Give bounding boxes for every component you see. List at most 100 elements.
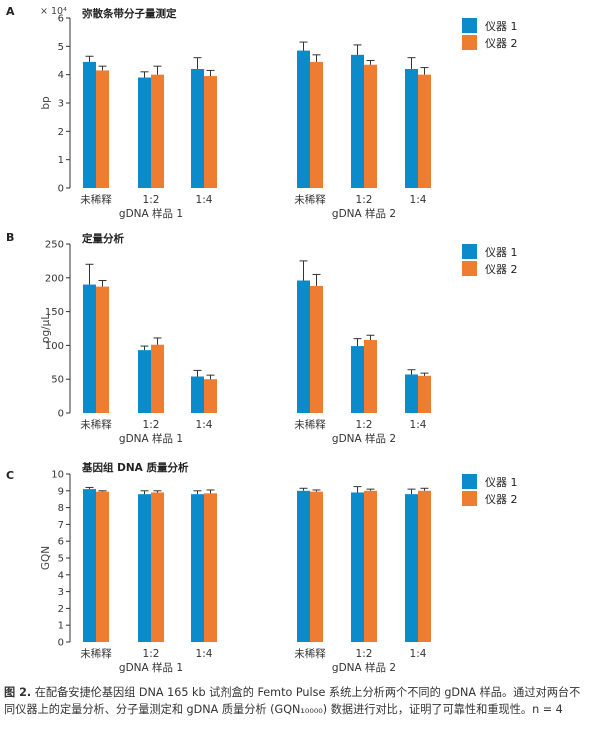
y-tick-label: 0	[58, 184, 64, 195]
chart-title: 定量分析	[81, 232, 124, 245]
legend-swatch-2	[462, 491, 477, 506]
x-tick-label: 1:2	[356, 419, 373, 431]
bar-1	[297, 280, 310, 413]
y-tick-label: 4	[58, 70, 64, 81]
caption-figure-label: 图 2.	[4, 686, 32, 699]
x-tick-label: 未稀释	[294, 418, 326, 431]
bar-2	[310, 285, 323, 413]
bar-1	[297, 490, 310, 642]
y-tick-label: 3	[58, 99, 64, 110]
legend-swatch-1	[462, 18, 477, 33]
group-label: gDNA 样品 2	[332, 207, 396, 220]
y-tick-label: 100	[45, 341, 64, 352]
bar-2	[204, 76, 217, 188]
figure-panels: A 弥散条带分子量测定 × 10⁴ 0 1 2 3 4 5 6 bp 未稀释 1:2 1:4 未稀释 1:2 1…	[6, 5, 518, 674]
caption-text: 在配备安捷伦基因组 DNA 165 kb 试剂盒的 Femto Pulse 系统…	[4, 686, 581, 716]
legend-swatch-1	[462, 474, 477, 489]
y-tick-label: 200	[45, 273, 64, 284]
bar-2	[364, 490, 377, 642]
bar-1	[83, 284, 96, 413]
x-tick-label: 1:2	[143, 194, 160, 206]
y-axis-label: bp	[40, 96, 52, 110]
y-tick-label: 3	[58, 587, 64, 598]
group-label: gDNA 样品 2	[332, 661, 396, 674]
y-tick-label: 5	[58, 554, 64, 565]
bar-1	[191, 376, 204, 413]
legend-label-1: 仪器 1	[485, 20, 518, 33]
legend-label-2: 仪器 2	[485, 263, 518, 276]
panel-label-A: A	[6, 5, 15, 18]
bar-2	[96, 286, 109, 413]
bar-2	[204, 493, 217, 642]
y-tick-label: 9	[58, 486, 64, 497]
bar-2	[96, 70, 109, 188]
x-tick-label: 1:4	[196, 194, 213, 206]
y-tick-label: 0	[58, 638, 64, 649]
bar-2	[204, 379, 217, 413]
legend-label-1: 仪器 1	[485, 476, 518, 489]
bar-1	[83, 489, 96, 642]
bar-2	[151, 344, 164, 413]
legend-swatch-1	[462, 244, 477, 259]
bar-1	[297, 50, 310, 189]
bar-2	[96, 491, 109, 642]
legend-label-2: 仪器 2	[485, 37, 518, 50]
y-tick-label: 50	[51, 375, 64, 386]
group-label: gDNA 样品 1	[119, 207, 183, 220]
x-tick-label: 1:4	[410, 648, 427, 660]
y-tick-label: 150	[45, 307, 64, 318]
y-tick-label: 6	[58, 537, 64, 548]
axis-exponent-label: × 10⁴	[40, 6, 67, 17]
bar-2	[364, 339, 377, 413]
chart-title: 基因组 DNA 质量分析	[81, 461, 189, 474]
x-tick-label: 未稀释	[80, 647, 112, 660]
y-tick-label: 2	[58, 127, 64, 138]
y-tick-label: 4	[58, 570, 64, 581]
y-axis-label: pg/μL	[40, 314, 52, 344]
bar-1	[138, 77, 151, 188]
x-tick-label: 1:4	[410, 419, 427, 431]
x-tick-label: 1:2	[356, 194, 373, 206]
bar-1	[191, 494, 204, 642]
bar-2	[364, 64, 377, 188]
y-tick-label: 250	[45, 240, 64, 251]
y-tick-label: 5	[58, 42, 64, 53]
x-tick-label: 1:2	[143, 419, 160, 431]
y-tick-label: 10	[51, 470, 64, 481]
bar-1	[405, 494, 418, 642]
bar-2	[310, 491, 323, 642]
bar-2	[418, 375, 431, 413]
bar-1	[351, 346, 364, 413]
chart-title: 弥散条带分子量测定	[82, 7, 177, 20]
legend-swatch-2	[462, 261, 477, 276]
legend-label-2: 仪器 2	[485, 493, 518, 506]
x-tick-label: 未稀释	[294, 193, 326, 206]
bar-1	[83, 61, 96, 188]
y-tick-label: 6	[58, 14, 64, 25]
bar-1	[138, 350, 151, 413]
x-tick-label: 1:2	[356, 648, 373, 660]
y-tick-label: 7	[58, 520, 64, 531]
panel-label-B: B	[6, 231, 14, 244]
y-tick-label: 1	[58, 155, 64, 166]
y-tick-label: 0	[58, 409, 64, 420]
group-label: gDNA 样品 1	[119, 432, 183, 445]
bar-2	[418, 490, 431, 642]
bar-1	[351, 54, 364, 189]
bar-1	[351, 492, 364, 642]
group-label: gDNA 样品 2	[332, 432, 396, 445]
bar-1	[405, 69, 418, 188]
y-tick-label: 2	[58, 604, 64, 615]
bar-2	[151, 74, 164, 188]
bar-1	[405, 374, 418, 413]
legend-swatch-2	[462, 35, 477, 50]
legend-label-1: 仪器 1	[485, 246, 518, 259]
x-tick-label: 1:2	[143, 648, 160, 660]
x-tick-label: 未稀释	[294, 647, 326, 660]
x-tick-label: 1:4	[196, 648, 213, 660]
y-tick-label: 1	[58, 621, 64, 632]
bar-2	[310, 61, 323, 188]
bar-1	[191, 69, 204, 188]
x-tick-label: 未稀释	[80, 418, 112, 431]
panel-label-C: C	[6, 469, 14, 482]
